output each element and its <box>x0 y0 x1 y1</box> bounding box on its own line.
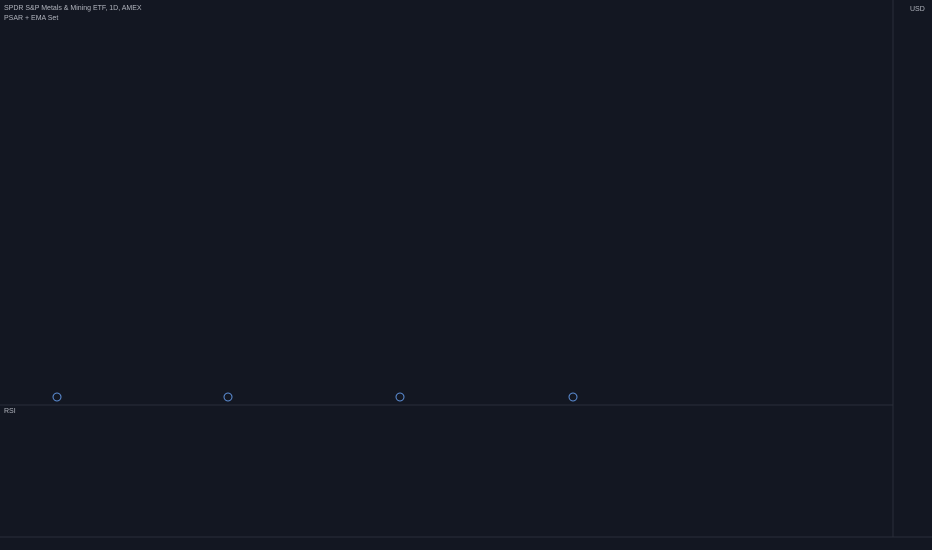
dividend-icon[interactable] <box>568 392 578 402</box>
rsi-title: RSI <box>4 408 16 415</box>
dividend-icon[interactable] <box>395 392 405 402</box>
currency: USD <box>910 6 925 13</box>
dividend-icons <box>52 392 578 402</box>
dividend-icon[interactable] <box>223 392 233 402</box>
indicator-name: PSAR + EMA Set <box>4 15 58 22</box>
chart-title: SPDR S&P Metals & Mining ETF, 1D, AMEX <box>4 5 142 12</box>
dividend-icon[interactable] <box>52 392 62 402</box>
